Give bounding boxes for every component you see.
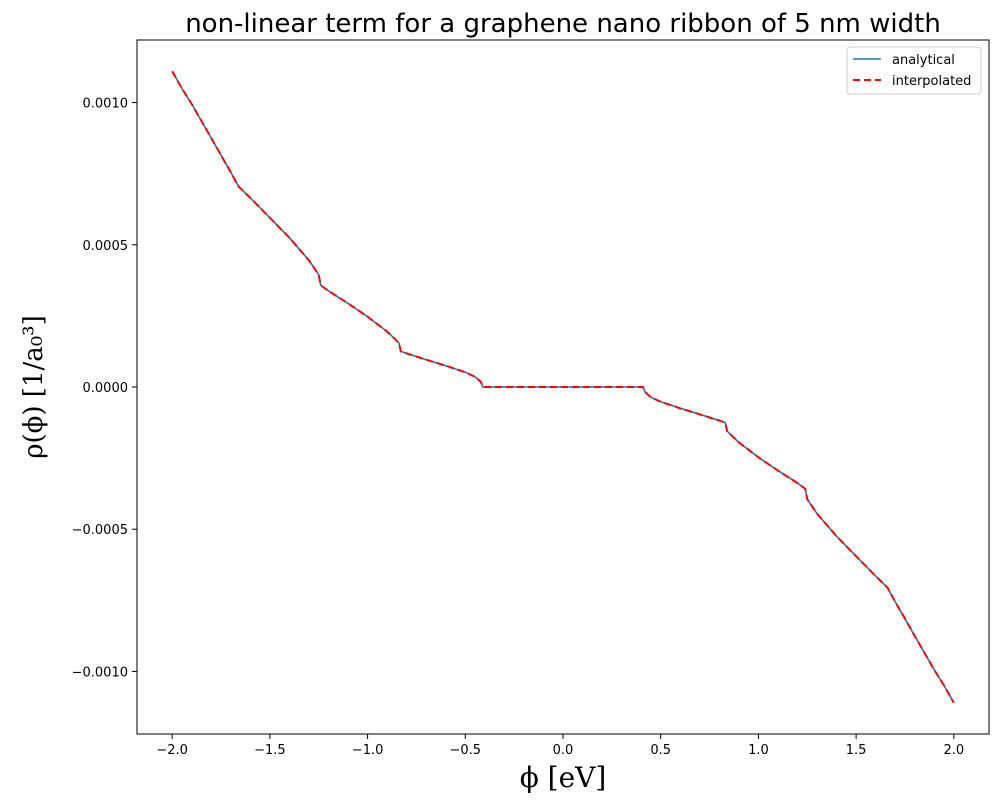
y-tick-label: 0.0005 bbox=[83, 239, 129, 254]
legend-label-interpolated: interpolated bbox=[892, 74, 971, 89]
x-tick-label: −1.5 bbox=[254, 743, 286, 758]
legend-label-analytical: analytical bbox=[892, 53, 955, 68]
x-tick-label: 0.5 bbox=[650, 743, 671, 758]
x-tick-label: 2.0 bbox=[943, 743, 964, 758]
legend: analytical interpolated bbox=[846, 46, 982, 95]
plot-area: −2.0 −1.5 −1.0 −0.5 0.0 0.5 1.0 1.5 2.0 0.00100.… bbox=[72, 39, 990, 758]
x-tick-label: −0.5 bbox=[450, 743, 482, 758]
series-line-interpolated bbox=[171, 70, 955, 704]
chart-title: non-linear term for a graphene nano ribb… bbox=[185, 9, 941, 39]
y-tick-label: 0.0010 bbox=[83, 97, 129, 112]
x-tick-label: 0.0 bbox=[553, 743, 574, 758]
y-tick-label: −0.0010 bbox=[72, 665, 128, 680]
y-tick-label: −0.0005 bbox=[72, 523, 128, 538]
y-axis-label: ρ(ϕ) [1/a₀³] bbox=[19, 315, 49, 459]
x-tick-label: 1.5 bbox=[846, 743, 867, 758]
y-axis-ticks: 0.0010 0.0005 0.0000 −0.0005 −0.0010 bbox=[72, 97, 137, 680]
x-axis-label: ϕ [eV] bbox=[520, 761, 607, 794]
series-layer bbox=[171, 70, 955, 704]
x-tick-label: −2.0 bbox=[156, 743, 188, 758]
x-tick-label: −1.0 bbox=[352, 743, 384, 758]
y-tick-label: 0.0000 bbox=[83, 381, 129, 396]
x-tick-label: 1.0 bbox=[748, 743, 769, 758]
x-axis-ticks: −2.0 −1.5 −1.0 −0.5 0.0 0.5 1.0 1.5 2.0 bbox=[156, 734, 964, 758]
